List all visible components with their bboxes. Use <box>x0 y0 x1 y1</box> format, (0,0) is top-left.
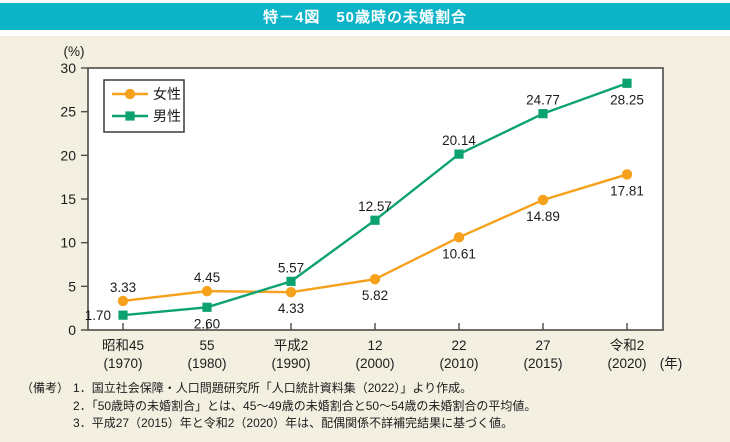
svg-text:令和2: 令和2 <box>610 338 645 353</box>
notes: （備考） 1．国立社会保障・人口問題研究所「人口統計資料集（2022）」より作成… <box>0 380 730 433</box>
svg-text:17.81: 17.81 <box>610 183 644 198</box>
y-axis: 0 5 10 15 20 25 30(%) <box>60 44 88 338</box>
notes-lines: 1．国立社会保障・人口問題研究所「人口統計資料集（2022）」より作成。 2．「… <box>73 380 536 433</box>
figure-title-bar: 特－4図 50歳時の未婚割合 <box>0 3 730 30</box>
svg-text:0: 0 <box>68 322 76 338</box>
svg-text:3.33: 3.33 <box>110 280 136 295</box>
note-line: 2．「50歳時の未婚割合」とは、45～49歳の未婚割合と50～54歳の未婚割合の… <box>73 398 537 413</box>
svg-text:女性: 女性 <box>153 86 181 102</box>
svg-text:(2000): (2000) <box>355 356 394 371</box>
svg-text:(2010): (2010) <box>439 356 478 371</box>
line-chart: 0 5 10 15 20 25 30(%) 昭和45 (1970) 55 (1980) 平成2 (199… <box>60 44 682 371</box>
svg-text:(1980): (1980) <box>187 356 226 371</box>
chart-panel: 0 5 10 15 20 25 30 (%) 昭和45 (1970) 55 (1980) 平成2 (199… <box>0 36 730 442</box>
series-female: 3.33 4.45 4.33 5.82 10.61 14.89 17.81 <box>110 169 644 316</box>
series-male: 1.70 2.60 5.57 12.57 20.14 24.77 28.25 <box>85 78 644 331</box>
svg-text:28.25: 28.25 <box>610 92 644 107</box>
svg-text:(1990): (1990) <box>271 356 310 371</box>
svg-text:14.89: 14.89 <box>526 209 560 224</box>
svg-text:12.57: 12.57 <box>358 199 392 214</box>
svg-text:(2015): (2015) <box>523 356 562 371</box>
svg-text:30: 30 <box>60 60 76 76</box>
notes-label: （備考） <box>21 381 70 395</box>
svg-text:4.33: 4.33 <box>278 301 304 316</box>
svg-text:55: 55 <box>199 338 214 353</box>
svg-text:15: 15 <box>60 191 76 207</box>
svg-text:20.14: 20.14 <box>442 133 476 148</box>
note-line: 1．国立社会保障・人口問題研究所「人口統計資料集（2022）」より作成。 <box>73 381 473 395</box>
svg-text:男性: 男性 <box>153 108 181 124</box>
svg-text:10: 10 <box>60 235 76 251</box>
svg-text:20: 20 <box>60 147 76 163</box>
svg-text:22: 22 <box>451 338 466 353</box>
svg-text:(1970): (1970) <box>103 356 142 371</box>
svg-text:10.61: 10.61 <box>442 246 476 261</box>
svg-text:(%): (%) <box>64 44 85 59</box>
svg-text:12: 12 <box>367 338 382 353</box>
svg-text:5: 5 <box>68 278 76 294</box>
svg-text:(年): (年) <box>660 356 683 371</box>
x-axis: 昭和45 (1970) 55 (1980) 平成2 (1990) 12 (2000) 22 (20… <box>102 323 682 371</box>
svg-text:5.82: 5.82 <box>362 288 388 303</box>
svg-text:25: 25 <box>60 104 76 120</box>
svg-text:平成2: 平成2 <box>274 338 309 353</box>
svg-text:4.45: 4.45 <box>194 270 220 285</box>
svg-text:27: 27 <box>535 338 550 353</box>
svg-text:2.60: 2.60 <box>194 316 220 331</box>
svg-text:昭和45: 昭和45 <box>102 338 144 353</box>
svg-text:(2020): (2020) <box>607 356 646 371</box>
svg-text:1.70: 1.70 <box>85 308 111 323</box>
figure-title: 特－4図 50歳時の未婚割合 <box>262 9 468 26</box>
note-line: 3．平成27（2015）年と令和2（2020）年は、配偶関係不詳補完結果に基づく… <box>73 416 514 430</box>
svg-text:24.77: 24.77 <box>526 93 560 108</box>
svg-text:5.57: 5.57 <box>278 260 304 275</box>
